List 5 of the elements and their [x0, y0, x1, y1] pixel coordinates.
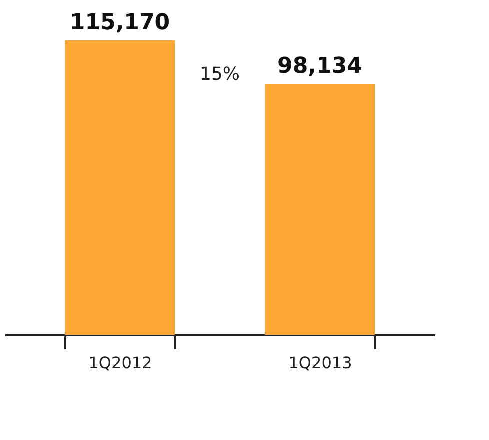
data-label: 98,134	[278, 54, 362, 79]
annotation: 15%	[200, 64, 240, 85]
x-tick-label: 1Q2012	[88, 354, 152, 372]
x-tick-label: 1Q2013	[288, 354, 352, 372]
data-label: 115,170	[70, 10, 170, 36]
